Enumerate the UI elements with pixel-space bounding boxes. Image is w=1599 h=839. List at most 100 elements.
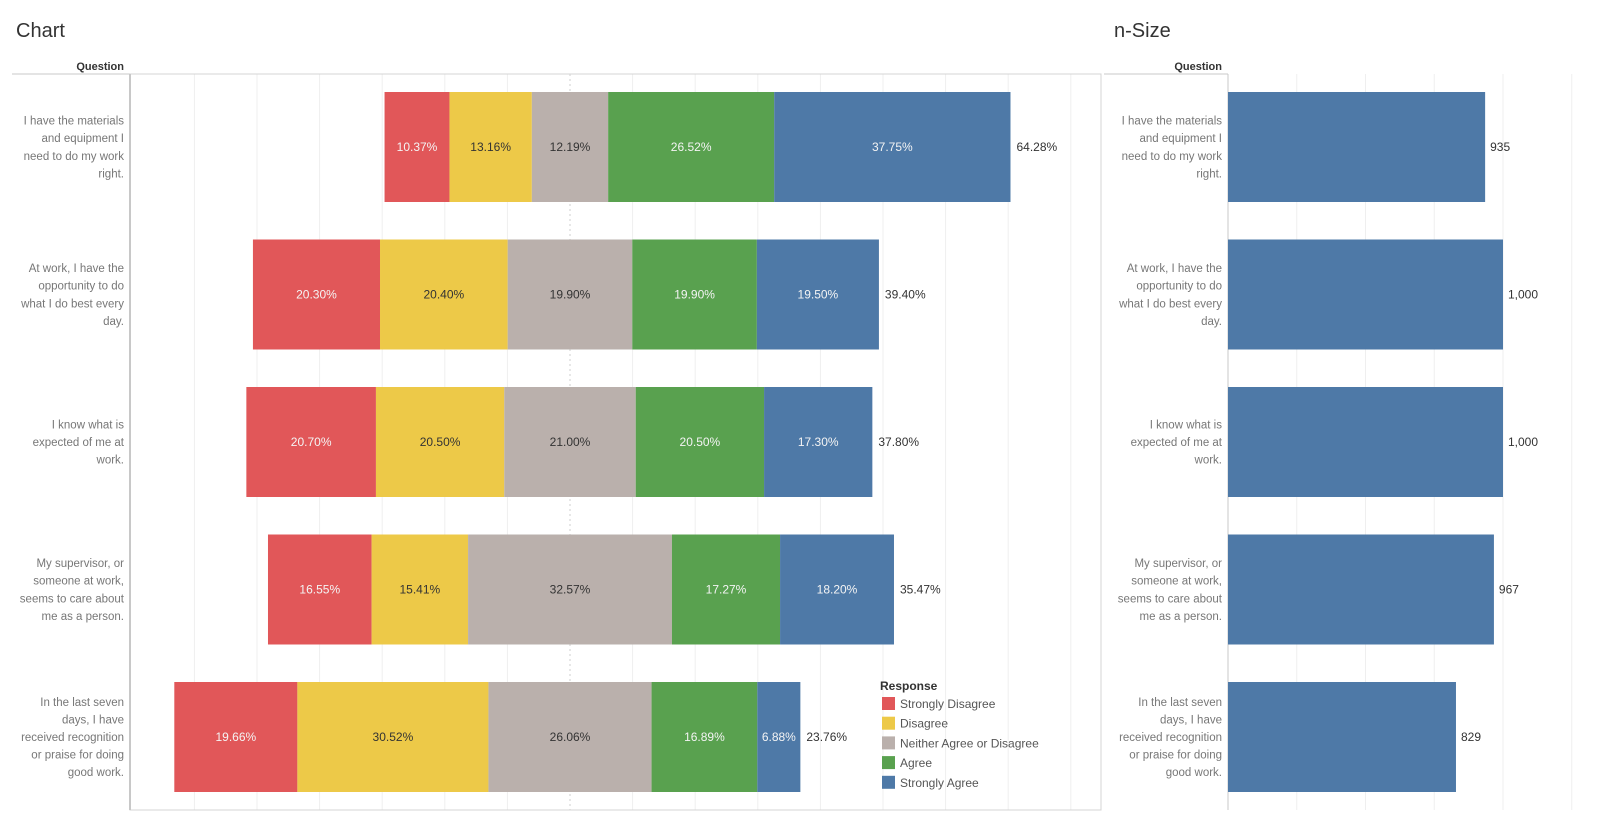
n-size-label: 1,000: [1508, 288, 1538, 302]
row-label-nsize: work.: [1194, 455, 1222, 467]
bar-segment-disagree[interactable]: [371, 534, 469, 645]
segment-label: 19.50%: [798, 288, 839, 302]
bar-segment-neither-agree-or-disagree[interactable]: [468, 534, 672, 645]
segment-label: 37.75%: [872, 140, 913, 154]
row-label-nsize: need to do my work: [1122, 151, 1223, 163]
row-label: someone at work,: [33, 576, 124, 588]
legend-swatch-neither-agree-or-disagree[interactable]: [882, 736, 895, 750]
bar-segment-neither-agree-or-disagree[interactable]: [531, 92, 609, 202]
row-label-nsize: good work.: [1166, 767, 1222, 779]
row-label-nsize: days, I have: [1160, 714, 1222, 726]
legend-swatch-disagree[interactable]: [882, 716, 895, 730]
segment-label: 17.30%: [798, 435, 839, 449]
row-header-question: Question: [76, 61, 124, 73]
n-size-bar[interactable]: [1228, 534, 1494, 645]
segment-label: 19.66%: [215, 730, 256, 744]
segment-label: 26.06%: [550, 730, 591, 744]
row-label: need to do my work: [24, 151, 125, 163]
bar-segment-agree[interactable]: [635, 387, 765, 497]
bar-segment-neither-agree-or-disagree[interactable]: [488, 682, 652, 792]
bar-segment-agree[interactable]: [671, 534, 781, 645]
row-label: expected of me at: [33, 437, 125, 449]
legend-item-label[interactable]: Agree: [900, 756, 932, 770]
segment-label: 20.50%: [420, 435, 461, 449]
bar-segment-strongly-agree[interactable]: [774, 92, 1011, 202]
segment-label: 20.40%: [424, 288, 465, 302]
row-label-nsize: and equipment I: [1140, 133, 1222, 145]
segment-label: 19.90%: [674, 288, 715, 302]
bar-segment-neither-agree-or-disagree[interactable]: [504, 387, 636, 497]
segment-label: 17.27%: [706, 583, 747, 597]
legend-title: Response: [880, 679, 938, 693]
row-label-nsize: what I do best every: [1118, 298, 1222, 310]
bar-segment-strongly-disagree[interactable]: [246, 387, 376, 497]
bar-segment-disagree[interactable]: [297, 682, 489, 792]
bar-segment-disagree[interactable]: [449, 92, 532, 202]
segment-label: 16.55%: [299, 583, 340, 597]
bar-segment-neither-agree-or-disagree[interactable]: [507, 239, 633, 350]
segment-label: 13.16%: [470, 140, 511, 154]
segment-label: 20.30%: [296, 288, 337, 302]
legend-item-label[interactable]: Disagree: [900, 717, 948, 731]
bar-segment-strongly-agree[interactable]: [757, 682, 801, 792]
legend-item-label[interactable]: Neither Agree or Disagree: [900, 736, 1039, 750]
row-label: day.: [103, 316, 124, 328]
bar-segment-strongly-disagree[interactable]: [174, 682, 298, 792]
n-size-label: 1,000: [1508, 435, 1538, 449]
total-agree-label: 35.47%: [900, 583, 941, 597]
n-size-bar[interactable]: [1228, 387, 1503, 497]
bar-segment-strongly-agree[interactable]: [756, 239, 879, 350]
row-label: opportunity to do: [38, 281, 124, 293]
row-label-nsize: opportunity to do: [1136, 281, 1222, 293]
row-label: and equipment I: [42, 133, 124, 145]
row-label: I have the materials: [24, 116, 125, 128]
row-label: I know what is: [52, 419, 124, 431]
segment-label: 20.70%: [291, 435, 332, 449]
segment-label: 19.90%: [550, 288, 591, 302]
bar-segment-agree[interactable]: [632, 239, 757, 350]
segment-label: 18.20%: [817, 583, 858, 597]
row-label: right.: [98, 168, 124, 180]
segment-label: 12.19%: [550, 140, 591, 154]
bar-segment-agree[interactable]: [608, 92, 775, 202]
segment-label: 6.88%: [762, 730, 796, 744]
segment-label: 32.57%: [550, 583, 591, 597]
total-agree-label: 39.40%: [885, 288, 926, 302]
bar-segment-strongly-disagree[interactable]: [252, 239, 381, 350]
legend-swatch-strongly-agree[interactable]: [882, 775, 895, 789]
legend-item-label[interactable]: Strongly Disagree: [900, 697, 996, 711]
legend-swatch-agree[interactable]: [882, 756, 895, 770]
n-size-label: 829: [1461, 730, 1481, 744]
row-label-nsize: seems to care about: [1118, 593, 1223, 605]
row-label-nsize: me as a person.: [1140, 611, 1222, 623]
legend-item-label[interactable]: Strongly Agree: [900, 776, 979, 790]
row-label: what I do best every: [20, 298, 124, 310]
bar-segment-disagree[interactable]: [375, 387, 505, 497]
row-label-nsize: expected of me at: [1131, 437, 1223, 449]
row-label: days, I have: [62, 714, 124, 726]
row-label-nsize: or praise for doing: [1129, 750, 1222, 762]
row-label: received recognition: [21, 732, 124, 744]
n-size-bar[interactable]: [1228, 682, 1456, 792]
n-size-bar[interactable]: [1228, 92, 1486, 202]
row-label: good work.: [68, 767, 124, 779]
legend-swatch-strongly-disagree[interactable]: [882, 697, 895, 710]
row-label: seems to care about: [20, 593, 125, 605]
row-label: At work, I have the: [29, 263, 124, 275]
n-size-bar[interactable]: [1228, 239, 1503, 350]
row-label: me as a person.: [42, 611, 124, 623]
bar-segment-strongly-agree[interactable]: [780, 534, 894, 645]
row-label: In the last seven: [40, 697, 124, 709]
bar-segment-strongly-disagree[interactable]: [384, 92, 450, 202]
segment-label: 21.00%: [550, 435, 591, 449]
bar-segment-agree[interactable]: [651, 682, 758, 792]
bar-segment-strongly-disagree[interactable]: [267, 534, 372, 645]
row-label-nsize: received recognition: [1119, 732, 1222, 744]
row-label-nsize: someone at work,: [1131, 576, 1222, 588]
row-label-nsize: right.: [1196, 168, 1222, 180]
n-size-title: n-Size: [1114, 20, 1171, 42]
bar-segment-disagree[interactable]: [380, 239, 508, 350]
bar-segment-strongly-agree[interactable]: [764, 387, 873, 497]
total-agree-label: 37.80%: [878, 435, 919, 449]
row-label-nsize: At work, I have the: [1127, 263, 1222, 275]
